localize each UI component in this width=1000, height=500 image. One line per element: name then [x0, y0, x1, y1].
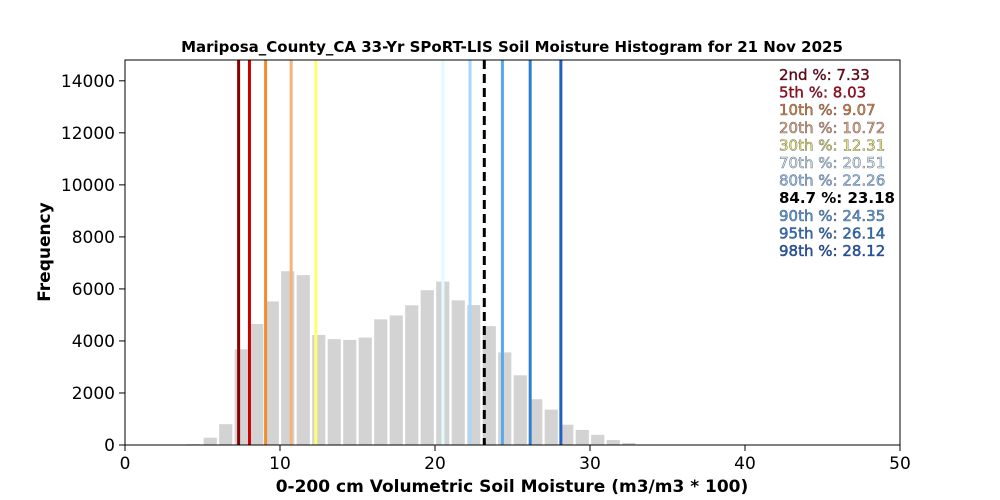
histogram-bar	[420, 290, 434, 445]
legend-label: 95th %	[779, 224, 833, 242]
x-tick-label: 50	[889, 454, 911, 474]
y-tick-label: 14000	[61, 72, 115, 92]
legend-value: 22.26	[842, 172, 885, 190]
histogram-bar	[234, 349, 248, 445]
legend-separator: :	[833, 224, 843, 242]
histogram-bar	[250, 324, 264, 445]
legend-value: 9.07	[842, 101, 875, 119]
legend-separator: :	[833, 172, 843, 190]
histogram-bar	[560, 424, 574, 445]
x-axis-ticks: 0 10 20 30 40 50	[120, 445, 911, 474]
legend-value: 28.12	[842, 242, 885, 260]
x-axis-label: 0-200 cm Volumetric Soil Moisture (m3/m3…	[276, 477, 749, 497]
legend-label: 70th %	[779, 154, 833, 172]
legend-label: 30th %	[779, 136, 833, 154]
legend-label: 98th %	[779, 242, 833, 260]
histogram-bar	[513, 375, 527, 445]
legend-entry: 10th %: 9.07	[779, 101, 876, 119]
histogram-bar	[575, 429, 589, 445]
legend-separator: :	[823, 84, 833, 102]
y-tick-label: 8000	[72, 228, 115, 248]
histogram-bar	[482, 326, 496, 445]
legend-value: 26.14	[842, 224, 885, 242]
histogram-bar	[296, 275, 310, 445]
y-tick-label: 6000	[72, 280, 115, 300]
legend-value: 10.72	[842, 119, 885, 137]
histogram-bar	[544, 409, 558, 445]
legend-entry: 98th %: 28.12	[779, 242, 885, 260]
percentile-lines	[237, 60, 563, 445]
legend-entry: 95th %: 26.14	[779, 224, 885, 242]
histogram-bar	[312, 334, 326, 445]
histogram-bar	[374, 319, 388, 445]
histogram-bar	[498, 352, 512, 445]
x-tick-label: 10	[269, 454, 291, 474]
x-tick-label: 30	[579, 454, 601, 474]
legend-separator: :	[833, 101, 843, 119]
histogram-bar	[389, 315, 403, 445]
legend-label: 10th %	[779, 101, 833, 119]
y-tick-label: 4000	[72, 332, 115, 352]
legend-label: 84.7 %	[779, 189, 836, 207]
y-tick-label: 10000	[61, 176, 115, 196]
legend-separator: :	[833, 119, 843, 137]
histogram-bar	[203, 437, 217, 445]
legend-entry: 90th %: 24.35	[779, 207, 885, 225]
histogram-bar	[219, 424, 233, 445]
y-axis-label: Frequency	[35, 202, 55, 302]
legend-value: 12.31	[842, 136, 885, 154]
histogram-bar	[405, 305, 419, 445]
plot-frame	[124, 59, 901, 446]
legend-label: 20th %	[779, 119, 833, 137]
legend-label: 2nd %	[779, 66, 827, 84]
legend-entry: 5th %: 8.03	[779, 84, 866, 102]
legend-value: 7.33	[836, 66, 869, 84]
legend-entry: 70th %: 20.51	[779, 154, 885, 172]
legend-entry: 30th %: 12.31	[779, 136, 885, 154]
legend-entry: 2nd %: 7.33	[779, 66, 870, 84]
y-tick-label: 2000	[72, 384, 115, 404]
histogram-bar	[606, 440, 620, 445]
histogram-bars	[186, 271, 651, 445]
histogram-bar	[358, 337, 372, 445]
legend-label: 90th %	[779, 207, 833, 225]
legend-label: 80th %	[779, 172, 833, 190]
histogram-bar	[622, 442, 636, 445]
histogram-bar	[343, 339, 357, 445]
histogram-bar	[327, 339, 341, 445]
y-axis-ticks: 0 2000 4000 6000 8000 10000 12000 14000	[61, 72, 125, 456]
legend-entry: 80th %: 22.26	[779, 172, 885, 190]
legend-value: 8.03	[833, 84, 866, 102]
legend-separator: :	[827, 66, 837, 84]
legend-value: 20.51	[842, 154, 885, 172]
histogram-bar	[451, 300, 465, 445]
x-tick-label: 20	[424, 454, 446, 474]
legend-separator: :	[833, 136, 843, 154]
legend-entry: 84.7 %: 23.18	[779, 189, 895, 207]
legend-label: 5th %	[779, 84, 823, 102]
legend-separator: :	[833, 242, 843, 260]
legend-separator: :	[836, 189, 847, 207]
chart-title: Mariposa_County_CA 33-Yr SPoRT-LIS Soil …	[181, 38, 843, 56]
legend-value: 23.18	[848, 189, 895, 207]
legend-value: 24.35	[842, 207, 885, 225]
legend-entry: 20th %: 10.72	[779, 119, 885, 137]
y-tick-label: 12000	[61, 124, 115, 144]
x-tick-label: 40	[734, 454, 756, 474]
legend-separator: :	[833, 154, 843, 172]
histogram-bar	[529, 399, 543, 445]
x-tick-label: 0	[120, 454, 131, 474]
legend-separator: :	[833, 207, 843, 225]
y-tick-label: 0	[104, 436, 115, 456]
histogram-bar	[591, 434, 605, 445]
histogram-bar	[265, 301, 279, 445]
